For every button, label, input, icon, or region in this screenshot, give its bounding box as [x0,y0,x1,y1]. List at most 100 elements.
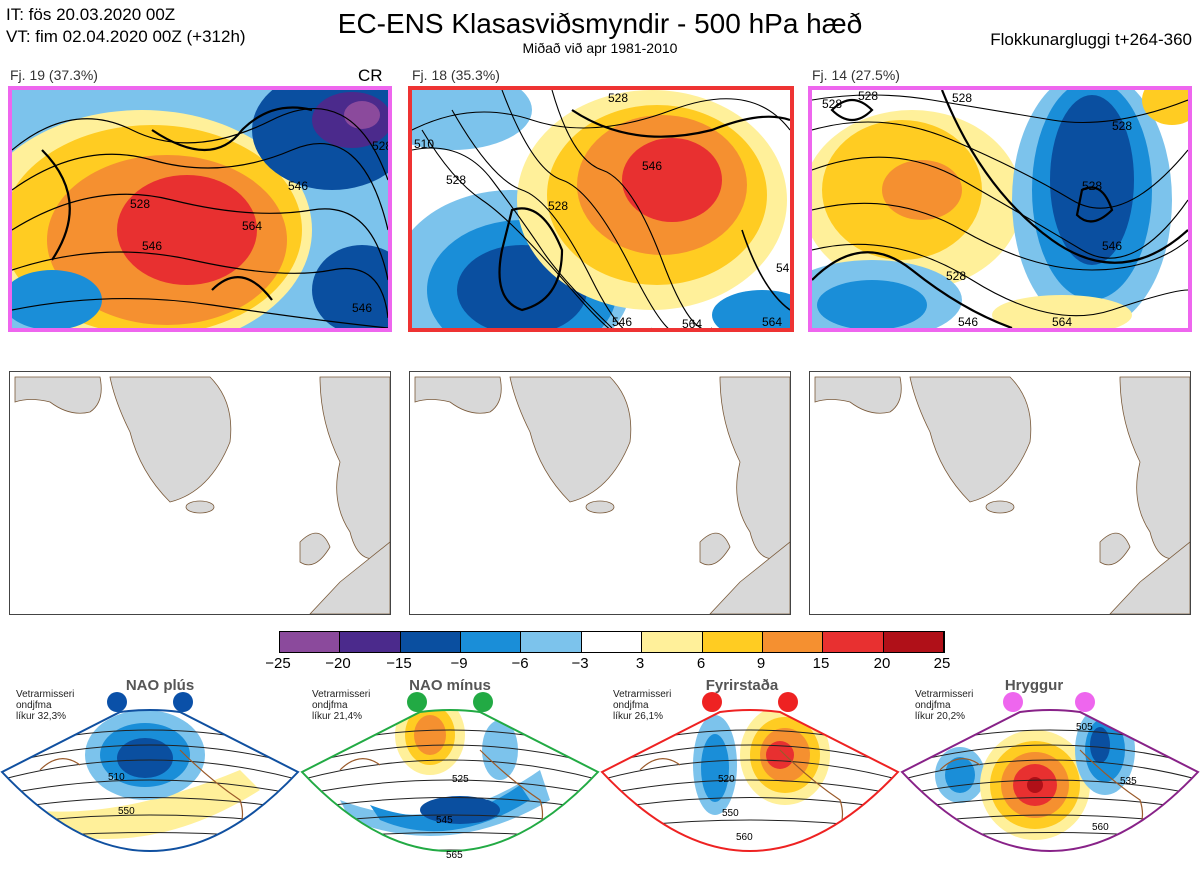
colorbar-tick: 9 [756,655,766,672]
cluster-1-contour-label: 528 [130,197,150,211]
colorbar-tick: −9 [450,655,468,672]
base-map-3 [809,371,1191,615]
cluster-3-contour-label: 528 [952,91,972,105]
cluster-1-contour-label: 528 [372,139,388,153]
initial-time: IT: fös 20.03.2020 00Z [6,5,176,24]
cluster-1-contour-label: 564 [242,219,262,233]
cluster-3-label: Fj. 14 (27.5%) [812,67,900,83]
base-map-1 [9,371,391,615]
colorbar-tick: 3 [635,655,645,672]
regime-4-contour-label: 535 [1120,776,1137,787]
regime-note-line: líkur 20,2% [915,711,966,722]
regime-3-dot [702,692,722,712]
colorbar-segment [642,632,703,652]
regime-2-dot [473,692,493,712]
header-info: IT: fös 20.03.2020 00Z VT: fim 02.04.202… [6,4,246,48]
cluster-2-contour-label: 528 [548,199,568,213]
regime-4-dot [1075,692,1095,712]
regime-3-contour-label: 560 [736,832,753,843]
regime-3-contour-label: 550 [722,808,739,819]
regime-4-map: 505 535 560 [900,692,1200,852]
regime-4-contour-label: 505 [1076,722,1093,733]
cluster-2-contour-label: 546 [776,261,790,275]
colorbar-segment [702,632,763,652]
regime-2-dot [407,692,427,712]
cluster-3-contour-label: 546 [958,315,978,328]
colorbar-tick: 15 [812,655,830,672]
cluster-2-anomaly-chart: 528 510 528 546 546 564 528 546 564 [412,90,790,328]
regime-note-line: ondjfma [613,700,649,711]
cluster-1-tag: CR [358,66,383,85]
cluster-2-map: 528 510 528 546 546 564 528 546 564 [408,86,794,332]
clustering-window: Flokkunargluggi t+264-360 [990,30,1192,49]
cluster-3-contour-label: 528 [1082,179,1102,193]
regime-2-contour-label: 565 [446,850,463,861]
valid-time: VT: fim 02.04.2020 00Z (+312h) [6,27,246,46]
cluster-2-contour-label: 528 [446,173,466,187]
regime-3-dot [778,692,798,712]
cluster-2-contour-label: 546 [612,315,632,328]
regime-3-map: 520 550 560 [600,692,900,852]
cluster-3-contour-label: 528 [858,90,878,103]
cluster-1-contour-label: 546 [288,179,308,193]
cluster-2-contour-label: 510 [414,137,434,151]
regime-1-contour-label: 550 [118,806,135,817]
regime-3-note: Vetrarmisseri ondjfma líkur 26,1% [613,689,671,722]
regime-1-note: Vetrarmisseri ondjfma líkur 32,3% [16,689,74,722]
cluster-1-anomaly-chart: 528 546 564 546 546 528 [12,90,388,328]
cluster-3-contour-label: 564 [1052,315,1072,328]
colorbar-segment [461,632,522,652]
page-subtitle: Miðað við apr 1981-2010 [522,40,678,56]
regime-note-line: líkur 21,4% [312,711,363,722]
cluster-1-label: Fj. 19 (37.3%) [10,67,98,83]
regime-note-line: líkur 32,3% [16,711,67,722]
regime-4-note: Vetrarmisseri ondjfma líkur 20,2% [915,689,973,722]
regime-note-line: Vetrarmisseri [613,689,672,700]
cluster-1-contour-label: 546 [142,239,162,253]
cluster-2-contour-label: 528 [608,91,628,105]
cluster-2-contour-label: 564 [762,315,782,328]
regime-1-dot [107,692,127,712]
regime-note-line: líkur 26,1% [613,711,664,722]
colorbar [279,631,945,653]
regime-2-contour-label: 545 [436,815,453,826]
regime-3-contour-label: 520 [718,774,735,785]
colorbar-tick: −6 [511,655,529,672]
cluster-3-map: 528 528 528 528 528 546 528 546 564 [808,86,1192,332]
colorbar-segment [340,632,401,652]
cluster-1-map: 528 546 564 546 546 528 [8,86,392,332]
regime-4-title: Hryggur [1004,677,1064,694]
colorbar-segment [280,632,341,652]
cluster-3-contour-label: 528 [1112,119,1132,133]
cluster-1-contour-label: 546 [352,301,372,315]
colorbar-segment [581,632,643,652]
regime-note-line: Vetrarmisseri [16,689,75,700]
regime-note-line: ondjfma [16,700,52,711]
regime-4-contour-label: 560 [1092,822,1109,833]
colorbar-tick: 20 [873,655,891,672]
coastline-map [814,376,1191,615]
colorbar-segment [762,632,824,652]
colorbar-tick: 25 [933,655,951,672]
regime-1-title: NAO plús [125,677,195,694]
coastline-map [414,376,791,615]
base-map-2 [409,371,791,615]
colorbar-segment [521,632,582,652]
colorbar-tick: −20 [325,655,351,672]
coastline-map [14,376,391,615]
cluster-2-contour-label: 546 [642,159,662,173]
regime-note-line: Vetrarmisseri [915,689,974,700]
regime-2-note: Vetrarmisseri ondjfma líkur 21,4% [312,689,370,722]
cluster-3-contour-label: 528 [822,97,842,111]
regime-2-title: NAO mínus [409,677,491,694]
colorbar-tick: −3 [571,655,589,672]
page-title: EC-ENS Klasasviðsmyndir - 500 hPa hæð [337,8,863,39]
regime-4-dot [1003,692,1023,712]
colorbar-tick: −15 [386,655,412,672]
regime-1-contour-label: 510 [108,772,125,783]
cluster-2-contour-label: 564 [682,317,702,328]
colorbar-segment [400,632,462,652]
cluster-3-contour-label: 528 [946,269,966,283]
regime-2-contour-label: 525 [452,774,469,785]
regime-1-dot [173,692,193,712]
